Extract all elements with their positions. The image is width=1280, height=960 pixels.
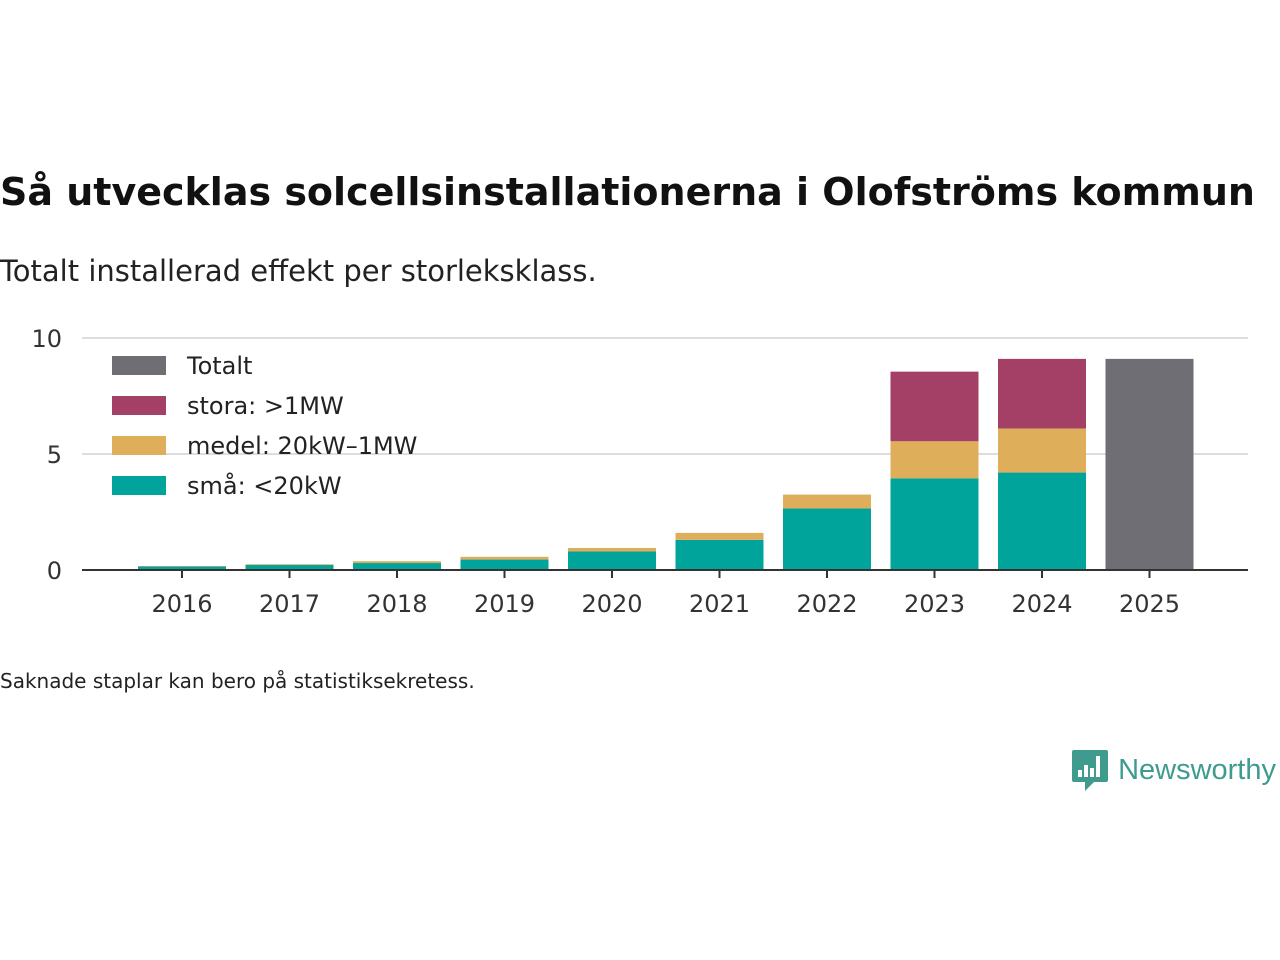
legend-label-medium: medel: 20kW–1MW <box>187 432 417 460</box>
y-tick-label-10: 10 <box>31 325 62 353</box>
x-tick-label-2017: 2017 <box>259 590 320 618</box>
x-tick-label-2021: 2021 <box>689 590 750 618</box>
bar-small-2023 <box>890 478 979 570</box>
stacked-bar-chart: 0 5 10 2016 2017 2018 2019 2020 2021 2022 2023 2024… <box>31 325 1248 618</box>
x-tick-label-2024: 2024 <box>1011 590 1072 618</box>
brand-name: Newsworthy <box>1118 753 1276 786</box>
bar-medium-2019 <box>460 556 549 560</box>
bar-small-2016 <box>138 566 226 570</box>
newsworthy-logo[interactable]: Newsworthy <box>1070 748 1276 792</box>
x-tick-label-2016: 2016 <box>151 590 212 618</box>
legend-label-total: Totalt <box>186 352 252 380</box>
bar-medium-2018 <box>353 561 441 564</box>
bar-medium-2022 <box>783 494 871 509</box>
legend-swatch-total <box>112 356 166 375</box>
bar-small-2024 <box>998 472 1086 570</box>
x-tick-label-2020: 2020 <box>581 590 642 618</box>
bar-medium-2024 <box>998 428 1086 473</box>
bar-small-2021 <box>675 539 764 570</box>
bars <box>138 358 1194 570</box>
x-tick-label-2019: 2019 <box>474 590 535 618</box>
axes: 0 5 10 2016 2017 2018 2019 2020 2021 2022 2023 2024… <box>31 325 1248 618</box>
bar-medium-2021 <box>675 532 764 540</box>
bar-medium-2016 <box>138 566 226 567</box>
newsworthy-bar-icon <box>1072 750 1109 791</box>
y-tick-label-0: 0 <box>47 557 62 585</box>
bar-small-2017 <box>245 564 334 570</box>
legend-label-small: små: <20kW <box>187 471 342 500</box>
bar-small-2020 <box>568 551 656 570</box>
footnote: Saknade staplar kan bero på statistiksek… <box>0 669 475 693</box>
x-tick-label-2023: 2023 <box>904 590 965 618</box>
legend-swatch-medium <box>112 436 166 455</box>
legend: Totalt stora: >1MW medel: 20kW–1MW små: <20… <box>112 352 417 500</box>
chart-title: Så utvecklas solcellsinstallationerna i … <box>0 170 1255 214</box>
x-tick-label-2018: 2018 <box>366 590 427 618</box>
bar-small-2018 <box>353 563 441 570</box>
x-tick-label-2022: 2022 <box>796 590 857 618</box>
bar-large-2024 <box>998 358 1086 429</box>
bar-medium-2020 <box>568 547 656 552</box>
chart-subtitle: Totalt installerad effekt per storlekskl… <box>0 254 597 288</box>
bar-total-2025 <box>1105 358 1194 570</box>
bar-large-2023 <box>890 371 979 442</box>
bar-small-2019 <box>460 559 549 570</box>
x-tick-label-2025: 2025 <box>1119 590 1180 618</box>
legend-swatch-small <box>112 476 166 495</box>
legend-swatch-large <box>112 396 166 415</box>
legend-label-large: stora: >1MW <box>187 392 344 420</box>
bar-small-2022 <box>783 508 871 570</box>
bar-medium-2023 <box>890 441 979 479</box>
bar-medium-2017 <box>245 564 334 565</box>
y-tick-label-5: 5 <box>47 441 62 469</box>
